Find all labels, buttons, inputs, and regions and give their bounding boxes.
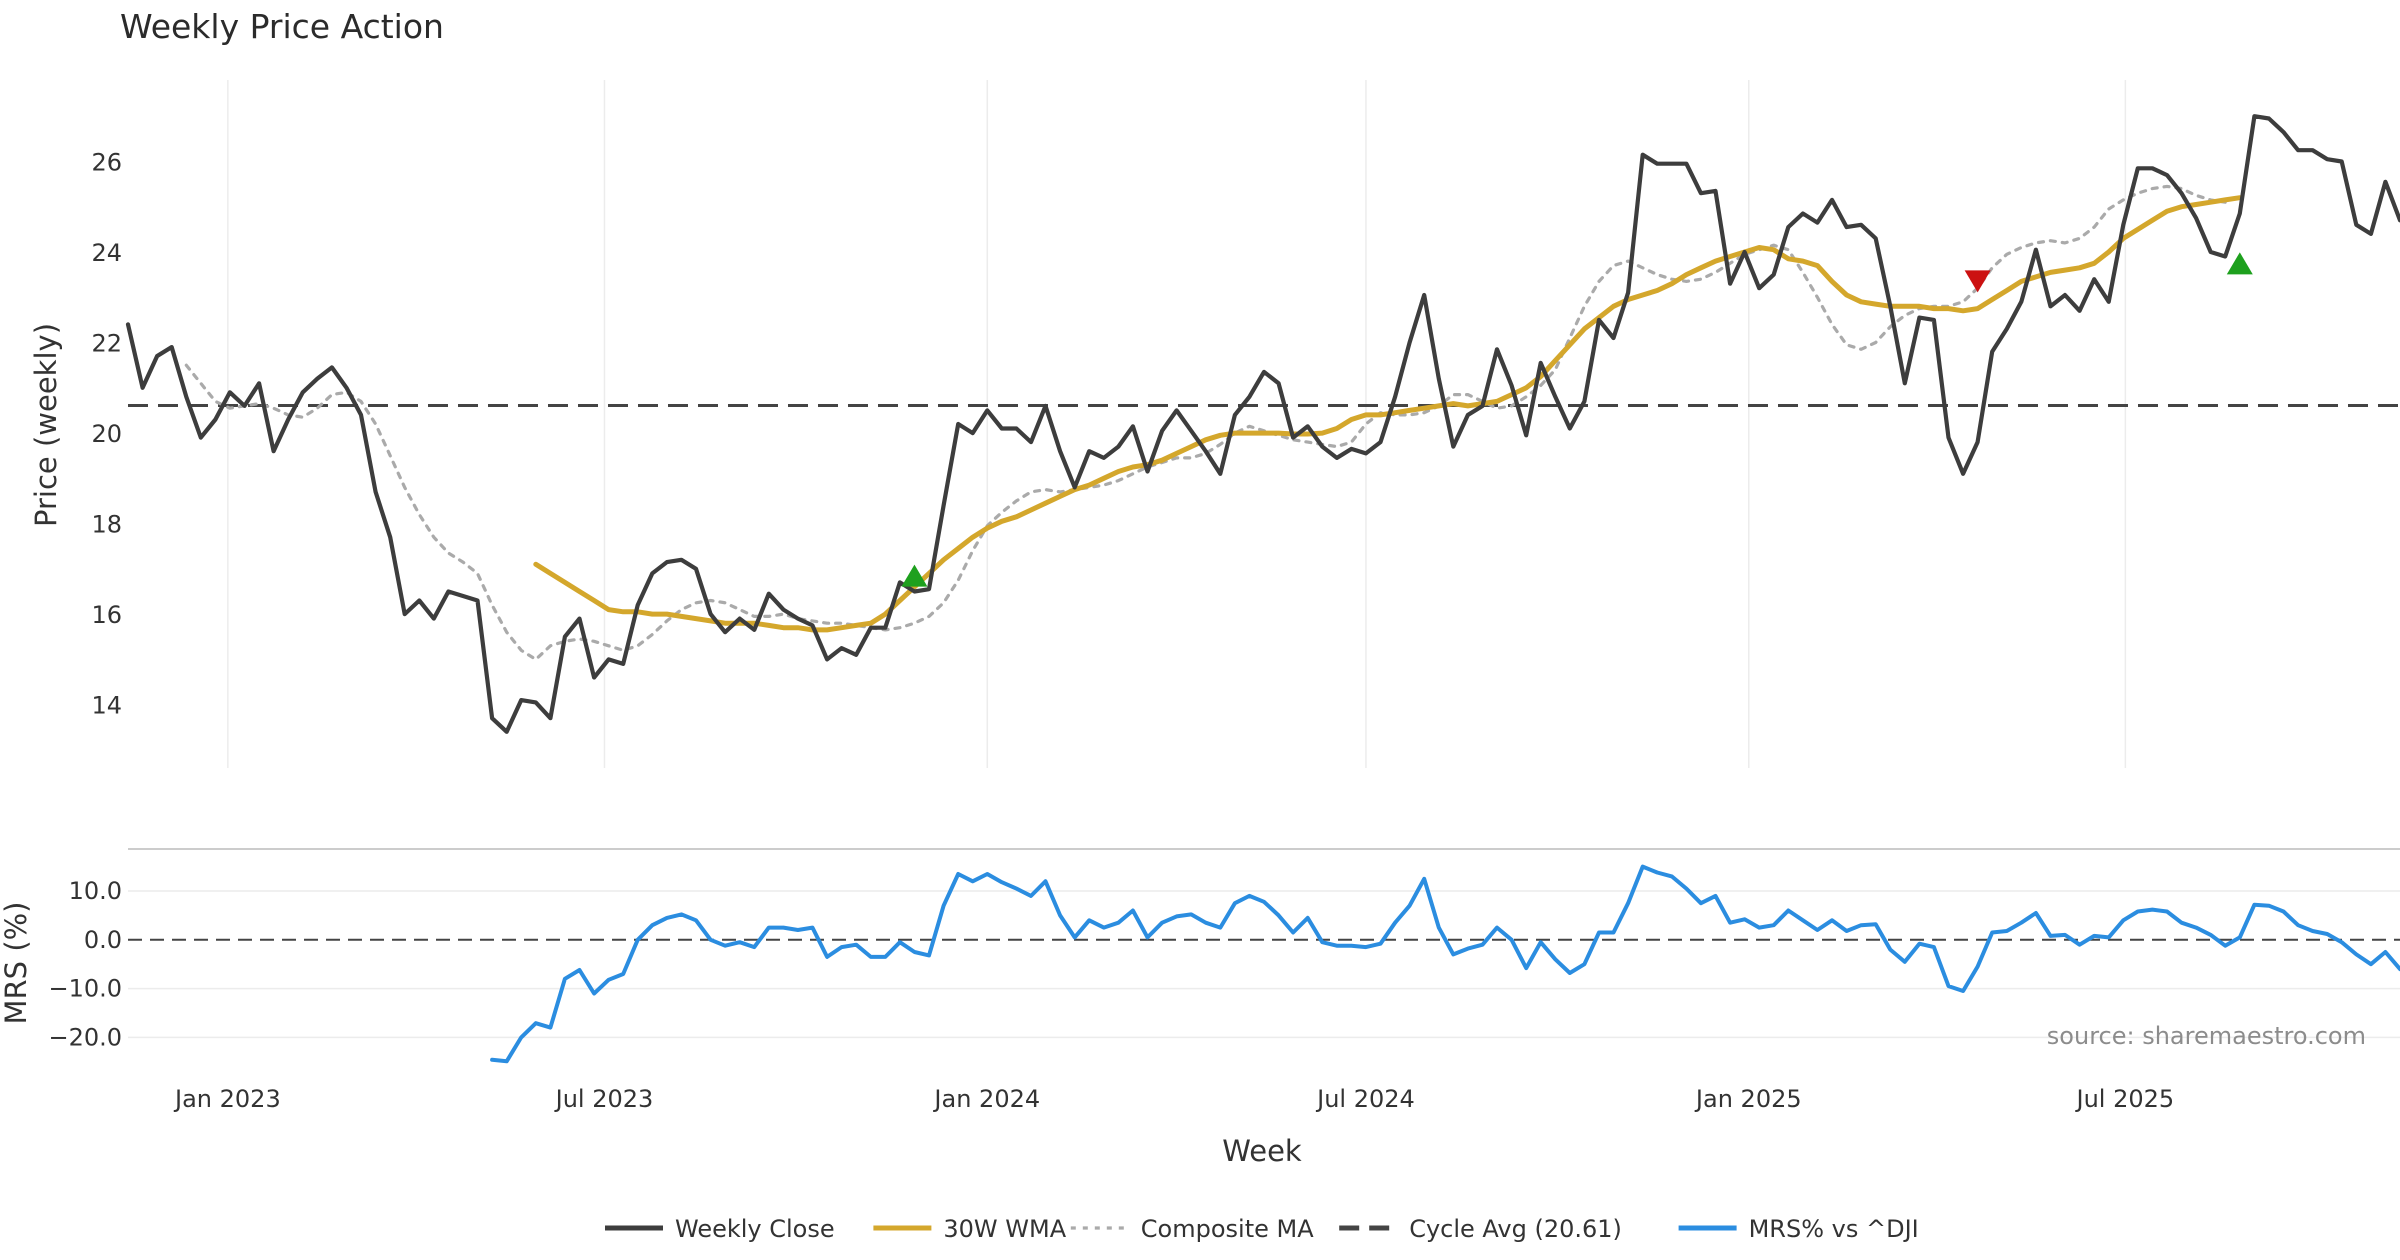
sell-signal-marker: [1964, 270, 1991, 293]
price-y-tick-label: 22: [91, 330, 122, 358]
legend-label: Weekly Close: [675, 1215, 835, 1243]
price-y-tick-label: 20: [91, 420, 122, 448]
price-y-tick-label: 26: [91, 148, 122, 176]
x-tick-label: Jan 2024: [932, 1085, 1040, 1113]
series-line-weekly-close: [125, 114, 2400, 734]
x-tick-label: Jul 2025: [2075, 1085, 2175, 1113]
mrs-y-tick-label: 0.0: [84, 926, 122, 954]
mrs-y-tick-label: −10.0: [48, 975, 122, 1003]
legend-label: 30W WMA: [943, 1215, 1066, 1243]
mrs-series-line: [490, 864, 2400, 1064]
legend-label: Cycle Avg (20.61): [1409, 1215, 1622, 1243]
price-y-tick-label: 14: [91, 692, 122, 720]
x-tick-label: Jul 2024: [1315, 1085, 1415, 1113]
signal-markers: [901, 252, 2253, 587]
legend-label: Composite MA: [1141, 1215, 1314, 1243]
x-axis-ticks: Jan 2023 Jul 2023 Jan 2024 Jul 2024 Jan 2025…: [173, 1085, 2174, 1113]
buy-signal-marker: [901, 564, 928, 587]
buy-signal-marker: [2226, 252, 2253, 275]
legend: Weekly Close 30W WMA Composite MA Cycle Avg…: [605, 1215, 1919, 1243]
mrs-gridlines: [128, 890, 2400, 1039]
legend-label: MRS% vs ^DJI: [1749, 1215, 1919, 1243]
price-series-lines: [125, 114, 2400, 734]
series-line-mrs: [490, 864, 2400, 1064]
price-gridlines: [227, 80, 2127, 768]
x-tick-label: Jan 2023: [173, 1085, 281, 1113]
mrs-y-axis-title: MRS (%): [0, 902, 33, 1025]
series-line-composite-ma: [184, 184, 2227, 662]
x-tick-label: Jan 2025: [1694, 1085, 1802, 1113]
price-y-ticks: 14 16 18 20 22 24 26: [91, 148, 122, 719]
mrs-y-tick-label: 10.0: [69, 877, 122, 905]
price-y-tick-label: 18: [91, 511, 122, 539]
source-note: source: sharemaestro.com: [2047, 1022, 2366, 1050]
price-y-axis-title: Price (weekly): [29, 323, 63, 527]
mrs-y-tick-label: −20.0: [48, 1023, 122, 1051]
price-y-tick-label: 16: [91, 601, 122, 629]
chart-title: Weekly Price Action: [120, 7, 444, 46]
price-y-tick-label: 24: [91, 239, 122, 267]
x-axis-title: Week: [1222, 1134, 1302, 1168]
x-tick-label: Jul 2023: [554, 1085, 654, 1113]
mrs-y-ticks: 10.0 0.0 −10.0 −20.0: [48, 877, 122, 1051]
